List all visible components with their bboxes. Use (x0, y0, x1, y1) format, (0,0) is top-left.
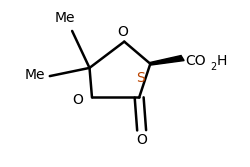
Text: Me: Me (54, 11, 75, 25)
Text: S: S (136, 71, 144, 85)
Text: H: H (216, 54, 226, 68)
Text: CO: CO (184, 54, 205, 68)
Text: O: O (72, 93, 83, 107)
Text: Me: Me (24, 68, 45, 82)
Text: O: O (117, 25, 128, 39)
Text: 2: 2 (209, 62, 215, 72)
Polygon shape (149, 56, 184, 65)
Text: O: O (136, 133, 146, 147)
